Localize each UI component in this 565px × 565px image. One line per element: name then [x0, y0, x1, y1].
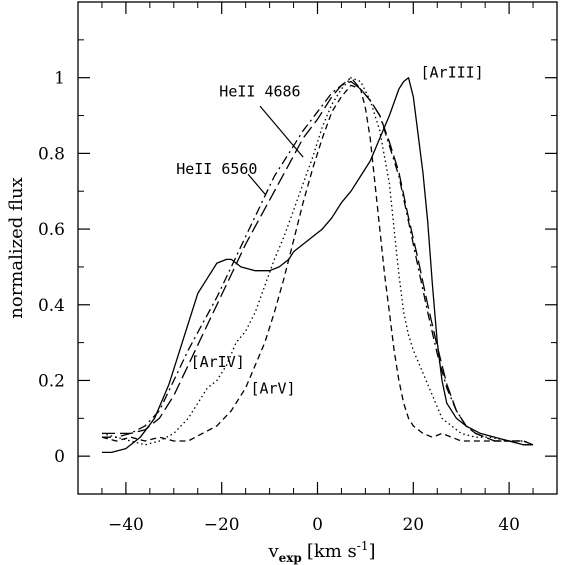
y-tick-label: 0.4	[38, 296, 65, 316]
leader-lines	[247, 105, 304, 196]
x-axis-label-subscript: exp	[279, 551, 302, 565]
x-tick-label: 20	[402, 515, 424, 535]
annotations: [ArIII] HeII 4686 HeII 6560 [ArIV] [ArV]	[176, 64, 484, 398]
y-tick-label: 0.6	[38, 220, 65, 240]
x-axis-label-unit: [km s	[307, 541, 357, 562]
x-tick-label: 0	[312, 515, 323, 535]
x-axis-label-close: ]	[369, 541, 376, 562]
x-tick-label: −40	[108, 515, 144, 535]
y-tick-label: 1	[54, 69, 65, 89]
x-tick-label: −20	[204, 515, 240, 535]
y-axis-label: normalized flux	[6, 177, 27, 318]
x-axis-label-exponent: -1	[357, 539, 369, 553]
leader-line-heii-6560	[247, 173, 267, 196]
series-line-arv	[101, 84, 534, 446]
x-tick-label: 40	[498, 515, 520, 535]
series-annotation: [ArV]	[250, 380, 295, 398]
series-layer	[101, 77, 534, 454]
y-tick-label: 0	[54, 447, 65, 467]
x-axis-label: vexp [km s-1]	[267, 539, 375, 565]
series-annotation: [ArIII]	[420, 64, 483, 82]
series-line-ariv	[101, 77, 534, 446]
series-annotation: [ArIV]	[191, 353, 245, 371]
series-line-heii-6560	[102, 80, 533, 446]
x-axis-label-main: v	[267, 541, 279, 562]
series-annotation: HeII 4686	[219, 83, 300, 101]
series-annotation: HeII 6560	[176, 160, 257, 178]
series-line-ariii	[102, 77, 533, 454]
y-tick-label: 0.2	[38, 371, 65, 391]
axes: −40 −20 0 20 40 0 0.2 0.4 0.6 0.8 1	[38, 1, 558, 535]
y-tick-label: 0.8	[38, 144, 65, 164]
leader-line-heii-4686	[259, 105, 304, 158]
